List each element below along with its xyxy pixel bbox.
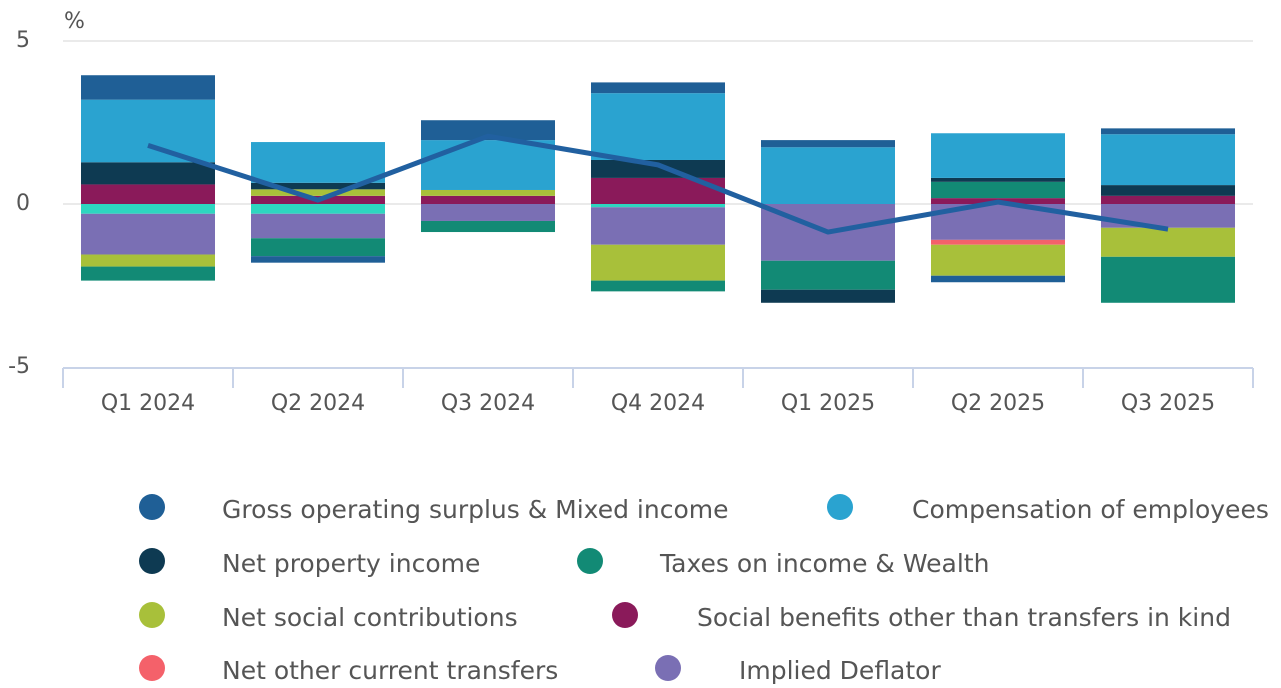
- legend-label: Net other current transfers: [222, 656, 558, 685]
- bar-segment: [421, 204, 555, 221]
- x-tick-label: Q2 2025: [951, 391, 1045, 416]
- legend-label: Social benefits other than transfers in …: [697, 603, 1231, 632]
- bar-segment: [591, 82, 725, 94]
- legend-marker: [577, 548, 603, 574]
- bar-segment: [591, 280, 725, 292]
- bar-segment: [421, 120, 555, 141]
- x-tick-label: Q1 2024: [101, 391, 195, 416]
- bar-segment: [421, 195, 555, 204]
- legend-label: Implied Deflator: [739, 656, 941, 685]
- bar-segment: [591, 207, 725, 245]
- bar-segment: [1101, 128, 1235, 135]
- legend-marker: [139, 655, 165, 681]
- bar-segment: [761, 140, 895, 148]
- x-tick-label: Q2 2024: [271, 391, 365, 416]
- x-tick-label: Q3 2024: [441, 391, 535, 416]
- legend-label: Net property income: [222, 549, 480, 578]
- bar-segment: [421, 189, 555, 196]
- x-tick-label: Q3 2025: [1121, 391, 1215, 416]
- bar-segment: [81, 213, 215, 255]
- bar-segment: [761, 260, 895, 290]
- legend-marker: [655, 655, 681, 681]
- legend-marker: [139, 494, 165, 520]
- bar-segment: [81, 254, 215, 267]
- bar-segment: [81, 75, 215, 100]
- legend-marker: [612, 602, 638, 628]
- legend-label: Compensation of employees: [912, 495, 1269, 524]
- bar-segment: [251, 204, 385, 214]
- bar-segment: [251, 182, 385, 190]
- legend-marker: [139, 602, 165, 628]
- bar-segment: [421, 220, 555, 233]
- legend-label: Gross operating surplus & Mixed income: [222, 495, 728, 524]
- x-tick-label: Q4 2024: [611, 391, 705, 416]
- bar-segment: [421, 140, 555, 190]
- bar-segment: [251, 213, 385, 239]
- bar-segment: [931, 244, 1065, 276]
- bar-segment: [931, 177, 1065, 182]
- bar-segment: [591, 204, 725, 208]
- legend-label: Net social contributions: [222, 603, 518, 632]
- x-tick-label: Q1 2025: [781, 391, 875, 416]
- legend-marker: [139, 548, 165, 574]
- bar-segment: [81, 204, 215, 214]
- bar-segment: [931, 181, 1065, 199]
- bar-segment: [591, 159, 725, 178]
- y-tick-label: 5: [16, 28, 30, 53]
- bar-segment: [761, 147, 895, 204]
- bar-segment: [251, 189, 385, 196]
- bar-segment: [81, 99, 215, 163]
- legend-label: Taxes on income & Wealth: [659, 549, 989, 578]
- bar-segment: [81, 266, 215, 281]
- bar-segment: [931, 239, 1065, 245]
- bar-segment: [1101, 195, 1235, 204]
- bar-segment: [931, 275, 1065, 283]
- bar-segment: [591, 244, 725, 281]
- bar-segment: [81, 184, 215, 204]
- bar-segment: [251, 142, 385, 183]
- y-tick-label: -5: [8, 354, 30, 379]
- bar-segment: [251, 238, 385, 257]
- y-unit-label: %: [64, 9, 85, 34]
- line-series: [147, 133, 1169, 235]
- bar-segment: [931, 133, 1065, 178]
- bar-segment: [591, 93, 725, 160]
- bar-segment: [81, 162, 215, 185]
- bar-segment: [1101, 185, 1235, 196]
- bar-segment: [1101, 227, 1235, 257]
- y-tick-label: 0: [16, 191, 30, 216]
- bar-segment: [1101, 134, 1235, 186]
- bar-segment: [1101, 256, 1235, 303]
- bar-segment: [1101, 204, 1235, 228]
- legend-marker: [827, 494, 853, 520]
- bar-segment: [761, 289, 895, 303]
- bar-segment: [251, 256, 385, 263]
